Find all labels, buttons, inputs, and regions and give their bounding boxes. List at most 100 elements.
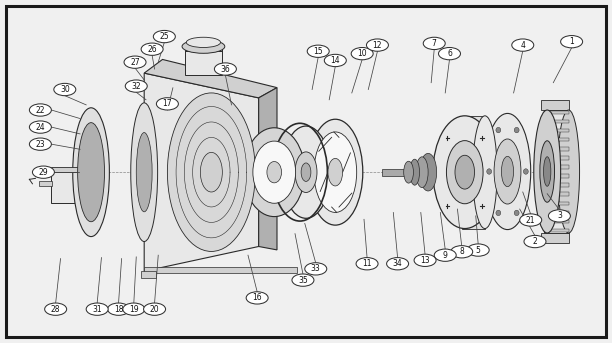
Text: 21: 21 [526,215,536,225]
Circle shape [305,263,327,275]
Bar [544,192,569,196]
Circle shape [439,47,460,60]
Ellipse shape [136,132,152,212]
Circle shape [144,303,166,315]
Text: 9: 9 [442,251,447,260]
Bar [544,174,569,178]
Circle shape [54,83,76,96]
Text: 10: 10 [357,49,367,58]
Ellipse shape [200,152,222,192]
Ellipse shape [314,132,357,212]
Ellipse shape [404,161,414,183]
Ellipse shape [501,156,513,187]
Ellipse shape [558,110,580,233]
Polygon shape [144,59,277,98]
Ellipse shape [282,126,330,218]
Bar [544,156,569,159]
Circle shape [108,303,130,315]
Text: 15: 15 [313,47,323,56]
Ellipse shape [543,157,551,186]
Circle shape [157,98,178,110]
Ellipse shape [514,210,519,216]
Bar [541,100,569,110]
Circle shape [29,138,51,150]
Circle shape [387,258,409,270]
Circle shape [125,80,147,92]
Ellipse shape [523,169,528,174]
Bar [39,181,52,186]
Circle shape [467,244,489,256]
Bar [51,171,88,203]
Bar [544,229,569,232]
Text: 19: 19 [129,305,139,314]
Text: 8: 8 [460,247,464,256]
Ellipse shape [328,158,343,186]
Text: 6: 6 [447,49,452,58]
Polygon shape [259,87,277,250]
Ellipse shape [253,141,296,203]
Ellipse shape [540,141,554,202]
Bar [544,184,569,187]
Ellipse shape [244,128,305,216]
Bar [141,271,157,278]
Circle shape [524,235,546,248]
Text: 34: 34 [393,259,403,268]
Text: 28: 28 [51,305,61,314]
Text: 22: 22 [35,106,45,115]
Circle shape [246,292,268,304]
Text: 1: 1 [569,37,574,46]
Ellipse shape [446,141,483,204]
Ellipse shape [168,93,255,251]
Text: 25: 25 [160,32,169,41]
Text: 13: 13 [420,256,430,265]
Text: 35: 35 [298,276,308,285]
Polygon shape [144,73,259,271]
Text: 33: 33 [311,264,321,273]
Ellipse shape [514,127,519,133]
Bar [541,233,569,243]
Text: 23: 23 [35,140,45,149]
Ellipse shape [534,110,561,233]
Bar [544,138,569,141]
Circle shape [124,56,146,68]
Text: 26: 26 [147,45,157,54]
Text: 24: 24 [35,122,45,132]
Circle shape [29,104,51,116]
Circle shape [141,43,163,55]
Circle shape [292,274,314,286]
Text: 20: 20 [150,305,159,314]
Text: 7: 7 [432,39,437,48]
Bar [544,111,569,114]
Text: 27: 27 [130,58,140,67]
Circle shape [414,254,436,267]
Circle shape [351,47,373,60]
Ellipse shape [496,127,501,133]
Circle shape [450,246,472,258]
Text: 4: 4 [520,40,525,50]
Text: 17: 17 [163,99,172,108]
Circle shape [561,36,583,48]
Circle shape [512,39,534,51]
Circle shape [548,210,570,222]
Ellipse shape [487,169,491,174]
Ellipse shape [484,114,531,229]
Ellipse shape [433,116,496,228]
Ellipse shape [73,108,110,237]
Ellipse shape [301,163,311,181]
Bar [544,211,569,214]
Bar [544,129,569,132]
Circle shape [32,166,54,178]
Text: 5: 5 [476,246,480,255]
Text: 31: 31 [92,305,102,314]
Ellipse shape [494,139,521,204]
Ellipse shape [78,123,105,222]
Ellipse shape [308,119,363,225]
Circle shape [154,31,175,43]
Text: 29: 29 [39,168,48,177]
Circle shape [367,39,389,51]
Ellipse shape [295,152,317,192]
Circle shape [86,303,108,315]
Text: 3: 3 [557,211,562,221]
Text: 14: 14 [330,56,340,65]
Circle shape [123,303,145,315]
